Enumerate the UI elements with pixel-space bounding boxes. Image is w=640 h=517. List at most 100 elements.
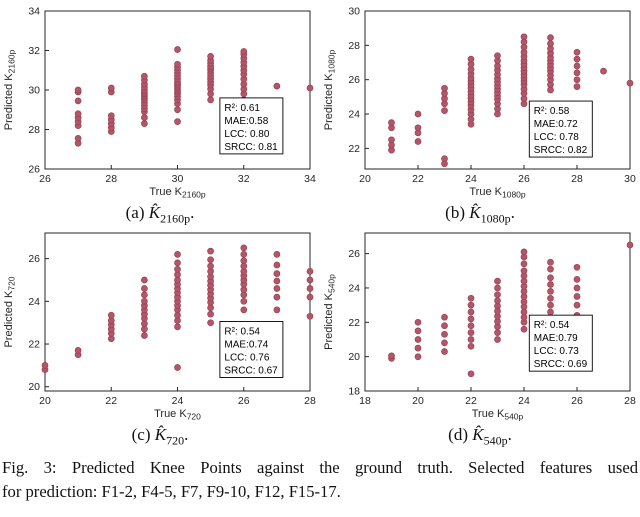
svg-text:34: 34 xyxy=(28,6,40,18)
subcaption-period: . xyxy=(190,203,195,222)
subcaption-index: (b) xyxy=(445,203,465,222)
svg-text:28: 28 xyxy=(28,124,40,136)
svg-text:26: 26 xyxy=(348,74,360,86)
figure-grid: 26 28 30 32 34 26 28 30 32 34 True K2160p Predicted… xyxy=(0,4,640,448)
svg-text:18: 18 xyxy=(348,386,360,398)
svg-text:32: 32 xyxy=(28,45,40,57)
svg-text:22: 22 xyxy=(28,339,40,351)
scatter-plot-720: 20 22 24 26 28 20 22 24 26 True K720 Predicted K72… xyxy=(3,232,316,422)
svg-text:MAE:0.79: MAE:0.79 xyxy=(534,333,578,344)
svg-text:20: 20 xyxy=(28,381,40,393)
svg-text:MAE:0.58: MAE:0.58 xyxy=(224,116,268,127)
stats-box: R²: 0.54 MAE:0.74 LCC: 0.76 SRCC: 0.67 xyxy=(219,321,284,378)
scatter-plot-540p: 18 20 22 24 26 28 18 20 22 24 26 True K540p Predicte… xyxy=(323,232,636,422)
subplot-a-caption: (a) K̂2160p. xyxy=(126,200,195,226)
svg-text:30: 30 xyxy=(624,173,636,185)
subplot-b-caption: (b) K̂1080p. xyxy=(445,200,515,226)
svg-text:18: 18 xyxy=(359,395,371,407)
subcaption-index: (a) xyxy=(125,203,145,222)
khat-symbol: K̂ xyxy=(148,203,161,222)
svg-text:22: 22 xyxy=(348,317,360,329)
svg-text:LCC: 0.73: LCC: 0.73 xyxy=(534,346,579,357)
caption-line-1: Fig. 3: Predicted Knee Points against th… xyxy=(2,458,638,477)
svg-text:30: 30 xyxy=(172,173,184,185)
svg-text:MAE:0.74: MAE:0.74 xyxy=(224,339,268,350)
khat-subscript: 1080p xyxy=(480,211,511,226)
y-axis-label: Predicted K540p xyxy=(323,274,337,350)
svg-text:20: 20 xyxy=(39,395,51,407)
scatter-points xyxy=(388,33,634,168)
svg-text:22: 22 xyxy=(465,395,477,407)
svg-text:R²: 0.54: R²: 0.54 xyxy=(224,326,260,337)
y-axis-label: Predicted K720 xyxy=(3,276,17,347)
scatter-points xyxy=(388,241,634,378)
svg-text:20: 20 xyxy=(412,395,424,407)
svg-text:26: 26 xyxy=(571,395,583,407)
svg-text:34: 34 xyxy=(304,173,316,185)
khat-symbol: K̂ xyxy=(154,425,167,444)
khat-subscript: 540p xyxy=(483,433,508,448)
svg-text:26: 26 xyxy=(238,395,250,407)
x-axis-label: True K1080p xyxy=(469,186,526,200)
svg-text:28: 28 xyxy=(304,395,316,407)
svg-text:20: 20 xyxy=(348,351,360,363)
x-axis-label: True K720 xyxy=(154,408,201,422)
subplot-a: 26 28 30 32 34 26 28 30 32 34 True K2160p Predicted… xyxy=(0,4,320,226)
svg-text:MAE:0.72: MAE:0.72 xyxy=(534,119,578,130)
svg-text:24: 24 xyxy=(465,173,477,185)
svg-text:LCC: 0.78: LCC: 0.78 xyxy=(534,132,579,143)
subplot-c: 20 22 24 26 28 20 22 24 26 True K720 Predicted K72… xyxy=(0,226,320,448)
caption-line-2: for prediction: F1-2, F4-5, F7, F9-10, F… xyxy=(2,482,341,502)
svg-text:24: 24 xyxy=(518,395,530,407)
svg-text:28: 28 xyxy=(624,395,636,407)
khat-subscript: 2160p xyxy=(160,211,191,226)
stats-box: R²: 0.61 MAE:0.58 LCC: 0.80 SRCC: 0.81 xyxy=(219,97,284,155)
svg-text:SRCC: 0.69: SRCC: 0.69 xyxy=(534,359,588,370)
subplot-d: 18 20 22 24 26 28 18 20 22 24 26 True K540p Predicte… xyxy=(320,226,640,448)
khat-subscript: 720 xyxy=(166,433,185,448)
y-axis-label: Predicted K2160p xyxy=(3,49,17,130)
svg-text:22: 22 xyxy=(348,143,360,155)
scatter-plot-2160p: 26 28 30 32 34 26 28 30 32 34 True K2160p Predicted… xyxy=(3,6,316,200)
svg-text:26: 26 xyxy=(348,248,360,260)
svg-text:26: 26 xyxy=(28,164,40,176)
subcaption-index: (c) xyxy=(131,425,151,444)
subcaption-index: (d) xyxy=(448,425,468,444)
svg-text:20: 20 xyxy=(359,173,371,185)
subcaption-period: . xyxy=(184,425,189,444)
svg-text:SRCC: 0.81: SRCC: 0.81 xyxy=(224,142,278,153)
plot-frame: 20 22 24 26 28 30 22 24 26 28 30 True K1080p Predict… xyxy=(323,6,636,200)
khat-symbol: K̂ xyxy=(469,203,481,222)
svg-text:LCC: 0.80: LCC: 0.80 xyxy=(224,129,269,140)
subcaption-period: . xyxy=(507,425,512,444)
svg-text:30: 30 xyxy=(28,85,40,97)
svg-text:28: 28 xyxy=(348,40,360,52)
svg-text:32: 32 xyxy=(238,173,250,185)
stats-box: R²: 0.54 MAE:0.79 LCC: 0.73 SRCC: 0.69 xyxy=(528,314,593,372)
svg-text:24: 24 xyxy=(28,296,40,308)
subcaption-period: . xyxy=(510,203,515,222)
subplot-c-caption: (c) K̂720. xyxy=(132,422,189,448)
y-axis-label: Predicted K1080p xyxy=(323,49,337,130)
svg-text:26: 26 xyxy=(518,173,530,185)
svg-text:26: 26 xyxy=(28,253,40,265)
stats-box: R²: 0.58 MAE:0.72 LCC: 0.78 SRCC: 0.82 xyxy=(528,100,593,158)
subplot-d-caption: (d) K̂540p. xyxy=(448,422,512,448)
scatter-points xyxy=(41,244,314,373)
svg-text:R²: 0.58: R²: 0.58 xyxy=(534,106,570,117)
figure-caption: Fig. 3: Predicted Knee Points against th… xyxy=(0,456,640,504)
svg-text:R²: 0.61: R²: 0.61 xyxy=(224,103,260,114)
khat-symbol: K̂ xyxy=(472,425,484,444)
plot-frame: 26 28 30 32 34 26 28 30 32 34 True K2160p Predicted… xyxy=(3,6,316,200)
svg-text:28: 28 xyxy=(571,173,583,185)
svg-text:SRCC: 0.67: SRCC: 0.67 xyxy=(224,365,278,376)
x-axis-label: True K2160p xyxy=(149,186,206,200)
subplot-b: 20 22 24 26 28 30 22 24 26 28 30 True K1080p Predict… xyxy=(320,4,640,226)
svg-text:24: 24 xyxy=(172,395,184,407)
x-axis-label: True K540p xyxy=(472,408,524,422)
svg-text:24: 24 xyxy=(348,282,360,294)
svg-text:SRCC: 0.82: SRCC: 0.82 xyxy=(534,145,588,156)
scatter-plot-1080p: 20 22 24 26 28 30 22 24 26 28 30 True K1080p Predict… xyxy=(323,6,636,200)
svg-text:LCC: 0.76: LCC: 0.76 xyxy=(224,352,269,363)
